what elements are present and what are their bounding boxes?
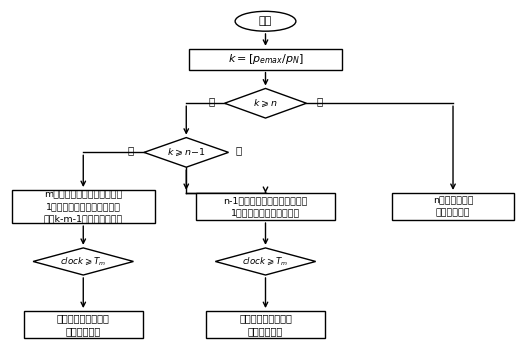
Text: n个电池单元均
额定功率运行: n个电池单元均 额定功率运行 — [433, 196, 473, 217]
Polygon shape — [215, 248, 316, 275]
Text: n-1个电池单元额定功率运行，
1个电池单元波动功率运行: n-1个电池单元额定功率运行， 1个电池单元波动功率运行 — [224, 196, 307, 217]
FancyBboxPatch shape — [24, 311, 143, 338]
FancyBboxPatch shape — [392, 193, 514, 220]
Ellipse shape — [235, 11, 296, 31]
Polygon shape — [225, 88, 306, 118]
Text: m个电池单元额定功率运行，
1个电池单元波动功率运行，
剩余k-m-1个电池单元停机: m个电池单元额定功率运行， 1个电池单元波动功率运行， 剩余k-m-1个电池单元… — [44, 190, 123, 223]
Text: 是: 是 — [236, 146, 242, 155]
Text: $k\geqslant n{-}1$: $k\geqslant n{-}1$ — [167, 147, 205, 158]
FancyBboxPatch shape — [206, 311, 325, 338]
Text: $clock\geqslant T_m$: $clock\geqslant T_m$ — [243, 256, 288, 268]
Text: $k=[p_{emax}/p_N]$: $k=[p_{emax}/p_N]$ — [228, 52, 303, 66]
Text: 否: 否 — [127, 146, 134, 155]
FancyBboxPatch shape — [189, 49, 342, 70]
Text: 开始: 开始 — [259, 16, 272, 26]
Text: $k\geqslant n$: $k\geqslant n$ — [253, 98, 278, 109]
Text: 否: 否 — [208, 96, 215, 106]
Text: 是: 是 — [316, 96, 323, 106]
Polygon shape — [33, 248, 133, 275]
Text: $clock\geqslant T_m$: $clock\geqslant T_m$ — [60, 256, 106, 268]
FancyBboxPatch shape — [12, 190, 155, 223]
Text: 调整电池单元的排列
顺序进行轮值: 调整电池单元的排列 顺序进行轮值 — [239, 313, 292, 336]
FancyBboxPatch shape — [195, 193, 336, 220]
Text: 调整电池单元的排列
顺序进行轮值: 调整电池单元的排列 顺序进行轮值 — [57, 313, 110, 336]
Polygon shape — [144, 138, 228, 167]
